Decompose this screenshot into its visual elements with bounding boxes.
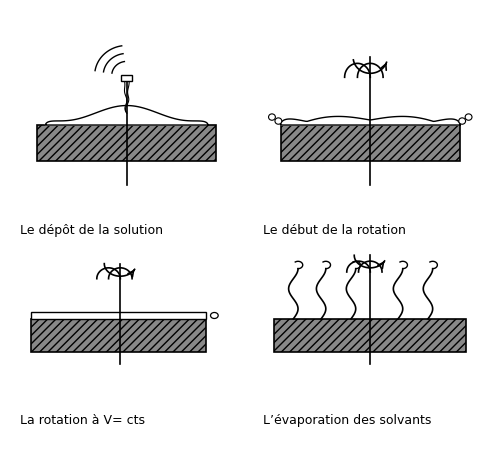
Text: La rotation à V= cts: La rotation à V= cts	[20, 413, 145, 426]
Polygon shape	[46, 106, 208, 126]
Circle shape	[459, 119, 466, 125]
Bar	[121, 76, 132, 82]
Bar	[31, 319, 206, 353]
Bar	[280, 126, 460, 161]
Text: L’évaporation des solvants: L’évaporation des solvants	[263, 413, 432, 426]
Circle shape	[268, 115, 275, 121]
Circle shape	[211, 313, 218, 319]
Bar	[274, 319, 467, 353]
Text: Le dépôt de la solution: Le dépôt de la solution	[20, 224, 163, 237]
Bar	[37, 126, 217, 161]
Circle shape	[465, 115, 472, 121]
Bar	[31, 313, 206, 319]
Text: Le début de la rotation: Le début de la rotation	[263, 224, 406, 237]
Circle shape	[275, 119, 282, 125]
Polygon shape	[280, 117, 460, 126]
